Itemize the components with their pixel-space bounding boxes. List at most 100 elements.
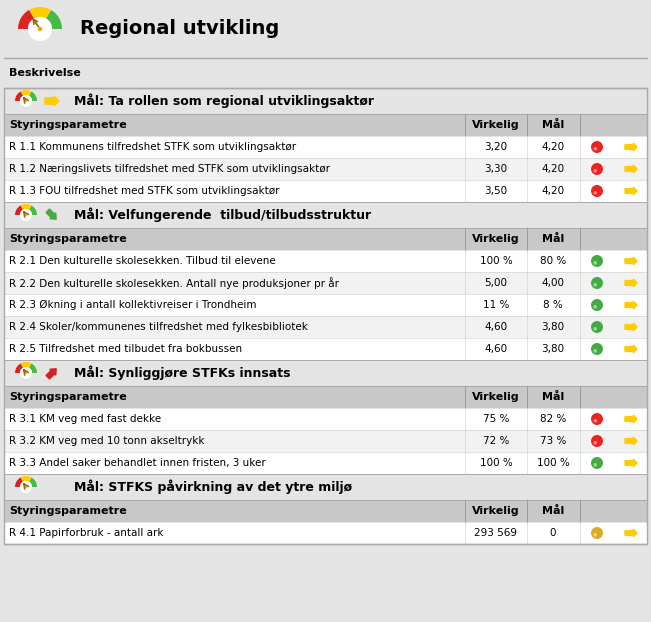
Text: 82 %: 82 % — [540, 414, 566, 424]
FancyArrow shape — [625, 257, 637, 265]
Circle shape — [591, 255, 603, 267]
Text: 72 %: 72 % — [483, 436, 509, 446]
Bar — [4, 250, 647, 272]
Text: 100 %: 100 % — [480, 458, 512, 468]
Circle shape — [20, 209, 32, 221]
Text: R 3.3 Andel saker behandlet innen fristen, 3 uker: R 3.3 Andel saker behandlet innen friste… — [9, 458, 266, 468]
Bar — [4, 522, 647, 544]
FancyArrow shape — [625, 415, 637, 423]
Circle shape — [591, 435, 603, 447]
Wedge shape — [29, 7, 51, 19]
Text: R 4.1 Papirforbruk - antall ark: R 4.1 Papirforbruk - antall ark — [9, 528, 163, 538]
Circle shape — [594, 169, 597, 172]
Text: 4,20: 4,20 — [542, 186, 564, 196]
Circle shape — [594, 283, 597, 287]
Text: R 1.3 FOU tilfredshet med STFK som utviklingsaktør: R 1.3 FOU tilfredshet med STFK som utvik… — [9, 186, 279, 196]
Circle shape — [591, 343, 603, 355]
Circle shape — [594, 147, 597, 151]
FancyArrow shape — [625, 459, 637, 467]
Text: Mål: Ta rollen som regional utviklingsaktør: Mål: Ta rollen som regional utviklingsak… — [74, 94, 374, 108]
Text: 100 %: 100 % — [480, 256, 512, 266]
Circle shape — [591, 413, 603, 425]
FancyArrow shape — [625, 323, 637, 331]
Bar — [4, 0, 647, 58]
Circle shape — [594, 191, 597, 195]
Wedge shape — [20, 362, 31, 368]
Wedge shape — [29, 478, 37, 487]
Text: 3,80: 3,80 — [542, 322, 564, 332]
FancyArrow shape — [45, 96, 59, 106]
Text: Styringsparametre: Styringsparametre — [9, 392, 127, 402]
Text: Beskrivelse: Beskrivelse — [9, 68, 81, 78]
Circle shape — [594, 305, 597, 309]
Bar — [4, 88, 647, 114]
Circle shape — [594, 419, 597, 422]
Bar — [4, 316, 647, 338]
Bar — [4, 386, 647, 408]
Circle shape — [591, 277, 603, 289]
Text: 100 %: 100 % — [536, 458, 570, 468]
Text: R 3.1 KM veg med fast dekke: R 3.1 KM veg med fast dekke — [9, 414, 161, 424]
Wedge shape — [15, 205, 23, 215]
Circle shape — [594, 261, 597, 264]
Text: Mål: Synliggjøre STFKs innsats: Mål: Synliggjøre STFKs innsats — [74, 366, 290, 380]
Wedge shape — [20, 476, 31, 482]
Circle shape — [20, 481, 32, 493]
Bar — [4, 408, 647, 430]
Text: Mål: STFKS påvirkning av det ytre miljø: Mål: STFKS påvirkning av det ytre miljø — [74, 480, 352, 494]
Text: 4,60: 4,60 — [484, 344, 508, 354]
Text: R 2.1 Den kulturelle skolesekken. Tilbud til elevene: R 2.1 Den kulturelle skolesekken. Tilbud… — [9, 256, 276, 266]
Text: Styringsparametre: Styringsparametre — [9, 120, 127, 130]
Circle shape — [594, 463, 597, 466]
Bar — [4, 294, 647, 316]
Bar — [4, 180, 647, 202]
Bar — [4, 338, 647, 360]
Wedge shape — [29, 363, 37, 373]
Circle shape — [594, 349, 597, 353]
Circle shape — [591, 299, 603, 311]
Text: Mål: Mål — [542, 392, 564, 402]
Circle shape — [594, 327, 597, 331]
Text: 0: 0 — [549, 528, 556, 538]
Text: 4,00: 4,00 — [542, 278, 564, 288]
Circle shape — [25, 486, 27, 488]
Text: R 2.2 Den kulturelle skolesekken. Antall nye produksjoner pr år: R 2.2 Den kulturelle skolesekken. Antall… — [9, 277, 339, 289]
Circle shape — [25, 214, 27, 216]
Text: Virkelig: Virkelig — [472, 120, 519, 130]
Wedge shape — [15, 478, 23, 487]
Wedge shape — [29, 91, 37, 101]
Text: R 1.1 Kommunens tilfredshet STFK som utviklingsaktør: R 1.1 Kommunens tilfredshet STFK som utv… — [9, 142, 296, 152]
Circle shape — [591, 321, 603, 333]
Text: 293 569: 293 569 — [475, 528, 518, 538]
Text: 3,80: 3,80 — [542, 344, 564, 354]
Text: Regional utvikling: Regional utvikling — [80, 19, 279, 39]
Text: R 2.3 Økning i antall kollektivreiser i Trondheim: R 2.3 Økning i antall kollektivreiser i … — [9, 300, 256, 310]
Text: R 2.5 Tilfredshet med tilbudet fra bokbussen: R 2.5 Tilfredshet med tilbudet fra bokbu… — [9, 344, 242, 354]
Bar — [4, 360, 647, 386]
FancyArrow shape — [625, 165, 637, 173]
Circle shape — [38, 27, 42, 31]
Circle shape — [594, 441, 597, 445]
Bar — [4, 88, 647, 544]
Text: R 1.2 Næringslivets tilfredshet med STFK som utviklingsaktør: R 1.2 Næringslivets tilfredshet med STFK… — [9, 164, 330, 174]
Wedge shape — [20, 204, 31, 210]
Text: Virkelig: Virkelig — [472, 234, 519, 244]
Bar — [4, 430, 647, 452]
Circle shape — [591, 141, 603, 153]
Text: Mål: Mål — [542, 506, 564, 516]
FancyArrow shape — [625, 345, 637, 353]
Text: 75 %: 75 % — [483, 414, 509, 424]
FancyArrow shape — [625, 279, 637, 287]
Circle shape — [591, 527, 603, 539]
Wedge shape — [29, 205, 37, 215]
FancyArrow shape — [625, 301, 637, 309]
Text: 4,20: 4,20 — [542, 164, 564, 174]
Circle shape — [25, 372, 27, 374]
FancyArrow shape — [46, 369, 56, 379]
FancyArrow shape — [625, 187, 637, 195]
Bar — [4, 474, 647, 500]
FancyArrow shape — [46, 209, 56, 219]
Text: 8 %: 8 % — [543, 300, 563, 310]
Wedge shape — [15, 91, 23, 101]
Bar — [4, 58, 647, 88]
